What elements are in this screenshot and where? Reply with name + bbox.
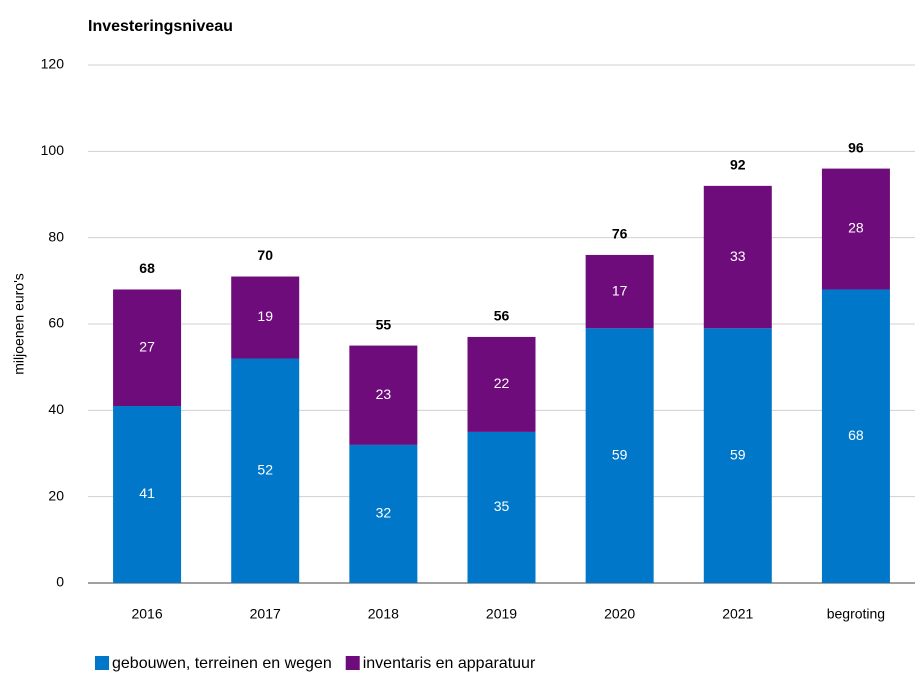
x-tick-label: 2018 — [368, 606, 399, 622]
bar-segment — [231, 276, 300, 359]
total-label: 56 — [494, 308, 510, 324]
y-axis-label: miljoenen euro's — [11, 273, 27, 375]
x-tick-label: 2021 — [722, 606, 753, 622]
bar-segment — [703, 328, 772, 583]
y-tick-label: 20 — [48, 487, 64, 503]
total-label: 76 — [612, 226, 628, 242]
data-label: 28 — [848, 220, 864, 236]
chart-title: Investeringsniveau — [88, 18, 233, 35]
y-tick-label: 40 — [48, 401, 64, 417]
bar-segment — [585, 328, 654, 583]
bar-segment — [349, 345, 418, 445]
data-label: 19 — [257, 308, 273, 324]
data-label: 35 — [494, 498, 510, 514]
data-label: 52 — [257, 461, 273, 477]
data-label: 32 — [376, 505, 392, 521]
total-label: 68 — [139, 260, 155, 276]
data-label: 33 — [730, 248, 746, 264]
x-tick-label: 2017 — [250, 606, 281, 622]
y-tick-label: 80 — [48, 228, 64, 244]
x-tick-label: 2020 — [604, 606, 635, 622]
bar-segment — [231, 358, 300, 583]
data-label: 59 — [730, 446, 746, 462]
total-label: 55 — [376, 316, 392, 332]
data-label: 41 — [139, 485, 155, 501]
total-label: 70 — [257, 247, 273, 263]
legend-label: inventaris en apparatuur — [363, 655, 536, 672]
data-label: 68 — [848, 427, 864, 443]
bar-segment — [821, 168, 890, 290]
data-label: 17 — [612, 282, 628, 298]
bar-segment — [467, 336, 536, 432]
data-label: 23 — [376, 386, 392, 402]
bar-segment — [821, 289, 890, 583]
y-tick-label: 60 — [48, 315, 64, 331]
y-tick-label: 100 — [41, 142, 65, 158]
y-tick-label: 120 — [41, 56, 65, 72]
bar-segment — [349, 444, 418, 583]
legend-label: gebouwen, terreinen en wegen — [112, 655, 332, 672]
total-label: 96 — [848, 139, 864, 155]
data-label: 59 — [612, 446, 628, 462]
bar-segment — [113, 406, 182, 583]
legend-swatch — [345, 656, 360, 670]
data-label: 27 — [139, 338, 155, 354]
x-tick-label: 2016 — [131, 606, 162, 622]
x-tick-label: 2019 — [486, 606, 517, 622]
bar-segment — [467, 431, 536, 583]
bar-segment — [113, 289, 182, 407]
data-label: 22 — [494, 375, 510, 391]
bar-segment — [703, 185, 772, 329]
total-label: 92 — [730, 157, 746, 173]
x-tick-label: begroting — [827, 606, 885, 622]
legend-swatch — [95, 656, 109, 670]
y-tick-label: 0 — [56, 574, 64, 590]
bar-segment — [585, 254, 654, 329]
